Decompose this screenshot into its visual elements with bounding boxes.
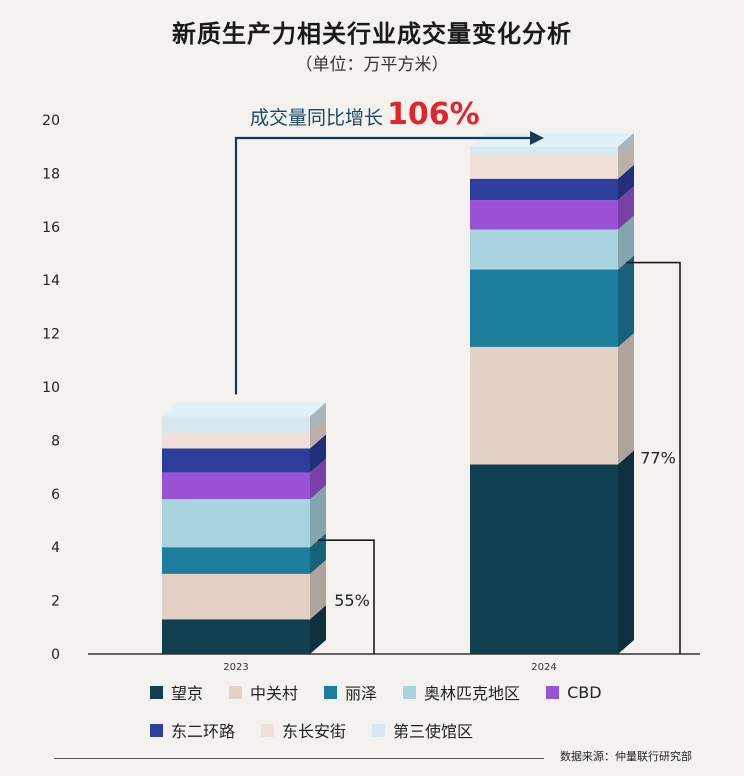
legend: 望京 中关村 丽泽 奥林匹克地区 CBD 东二环路 东长安街 第三使馆区	[150, 680, 650, 742]
bar-segment-side	[618, 186, 634, 230]
legend-label: 东长安街	[282, 722, 347, 741]
bar-segment-side	[618, 140, 634, 179]
y-tick-label: 12	[42, 327, 60, 343]
legend-label: 丽泽	[345, 684, 378, 703]
bar-top	[470, 132, 634, 147]
bar-top	[162, 402, 326, 417]
y-tick-label: 10	[42, 380, 60, 396]
bar-segment-side	[310, 402, 326, 433]
y-tick-label: 20	[42, 113, 60, 129]
legend-item: CBD	[546, 680, 602, 704]
growth-label: 成交量同比增长 106%	[250, 97, 480, 132]
bar-segment	[162, 619, 310, 654]
bar-segment-side	[310, 434, 326, 473]
legend-label: CBD	[567, 682, 602, 702]
x-tick-label: 2023	[223, 662, 248, 673]
legend-swatch	[546, 685, 560, 699]
bar-segment-side	[310, 533, 326, 574]
legend-swatch	[261, 723, 275, 737]
legend-label: 望京	[171, 684, 204, 703]
legend-label: 东二环路	[171, 722, 236, 741]
bar-segment	[162, 573, 310, 620]
bar-segment	[162, 499, 310, 548]
bar-segment	[162, 472, 310, 500]
share-bracket	[318, 539, 375, 654]
legend-label: 奥林匹克地区	[424, 684, 521, 703]
legend-swatch	[372, 723, 386, 737]
y-tick-label: 2	[51, 594, 60, 610]
y-tick-label: 16	[42, 220, 60, 236]
legend-item: 东长安街	[261, 718, 346, 742]
y-tick-label: 8	[51, 433, 60, 449]
bar-segment	[470, 464, 618, 654]
bar-segment-side	[618, 132, 634, 155]
bar-segment	[162, 432, 310, 449]
bar-segment	[162, 448, 310, 473]
legend-item: 奥林匹克地区	[403, 680, 520, 704]
legend-item: 丽泽	[324, 680, 377, 704]
bar-segment-side	[310, 458, 326, 500]
bar-segment	[470, 269, 618, 347]
source-divider	[54, 758, 544, 759]
bar-segment-side	[618, 255, 634, 347]
legend-item: 第三使馆区	[372, 718, 473, 742]
growth-value: 106%	[387, 97, 480, 132]
legend-label: 中关村	[250, 684, 299, 703]
bar-segment	[470, 154, 618, 179]
share-bracket	[626, 261, 681, 654]
bar-segment-side	[618, 332, 634, 465]
share-label: 77%	[640, 448, 676, 467]
legend-item: 东二环路	[150, 718, 235, 742]
y-tick-label: 0	[51, 647, 60, 663]
legend-swatch	[150, 723, 163, 737]
growth-arrow-head	[530, 131, 544, 145]
y-tick-label: 14	[42, 273, 60, 289]
bar-segment	[470, 146, 618, 155]
y-tick-label: 4	[51, 540, 60, 556]
legend-swatch	[403, 685, 417, 699]
legend-item: 中关村	[229, 680, 298, 704]
bar-segment	[470, 200, 618, 230]
chart-subtitle: （单位：万平方米）	[295, 55, 449, 75]
legend-item: 望京	[150, 680, 203, 704]
growth-arrow-line	[234, 136, 534, 395]
chart-title: 新质生产力相关行业成交量变化分析	[172, 20, 572, 48]
bar-segment-side	[618, 215, 634, 270]
source-note: 数据来源：仲量联行研究部	[560, 750, 692, 763]
bar-segment	[470, 346, 618, 465]
legend-label: 第三使馆区	[393, 722, 474, 741]
y-tick-label: 18	[42, 166, 60, 182]
bar-segment-side	[310, 559, 326, 620]
legend-swatch	[150, 685, 163, 699]
bar-segment-side	[310, 485, 326, 548]
bar-segment-side	[310, 418, 326, 449]
bar-segment	[162, 547, 310, 574]
y-tick-label: 6	[51, 487, 60, 503]
bar-segment	[162, 416, 310, 433]
legend-swatch	[229, 685, 243, 699]
share-label: 55%	[334, 591, 370, 610]
bar-segment-side	[310, 605, 326, 654]
bar-segment	[470, 229, 618, 270]
legend-swatch	[324, 685, 338, 699]
x-tick-label: 2024	[531, 662, 556, 673]
bar-segment-side	[618, 450, 634, 654]
bar-segment-side	[618, 164, 634, 201]
stacked-bar-chart: 0 2 4 6 8 10 12 14 16 18 20 2023 2024 55% 77% 成交量同比增长 10…	[42, 97, 700, 673]
bar-segment	[470, 178, 618, 201]
